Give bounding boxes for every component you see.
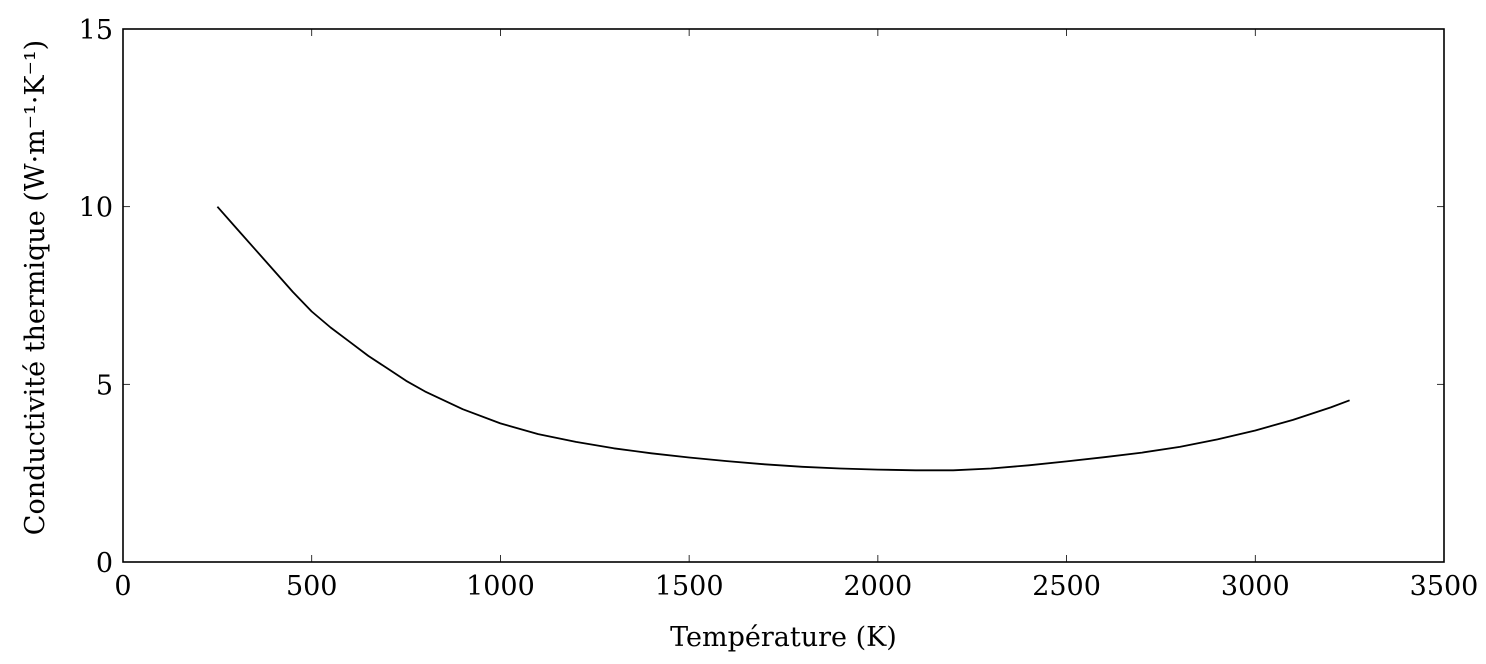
plot-area-frame — [122, 28, 1445, 563]
y-tick-label: 0 — [96, 548, 113, 579]
x-tick-label: 1500 — [655, 571, 724, 602]
series-line — [216, 206, 1350, 472]
x-tick-label: 2500 — [1032, 571, 1101, 602]
x-tick-label: 0 — [114, 571, 131, 602]
x-axis-title: Température (K) — [670, 622, 897, 653]
y-tick-label: 15 — [79, 15, 113, 46]
x-tick-label: 3000 — [1221, 571, 1290, 602]
x-tick-label: 3500 — [1410, 571, 1479, 602]
data-series — [216, 206, 1350, 472]
x-tick-label: 1000 — [466, 571, 535, 602]
axis-ticks — [122, 28, 1445, 563]
x-tick-label: 500 — [286, 571, 338, 602]
x-tick-label: 2000 — [843, 571, 912, 602]
axis-tick-labels: 0 500 1000 1500 2000 2500 3000 3500 0 5 10 15 — [79, 15, 1479, 602]
y-tick-label: 10 — [79, 193, 113, 224]
y-tick-label: 5 — [96, 370, 113, 401]
y-axis-title: Conductivité thermique (W·m⁻¹·K⁻¹) — [20, 40, 51, 535]
